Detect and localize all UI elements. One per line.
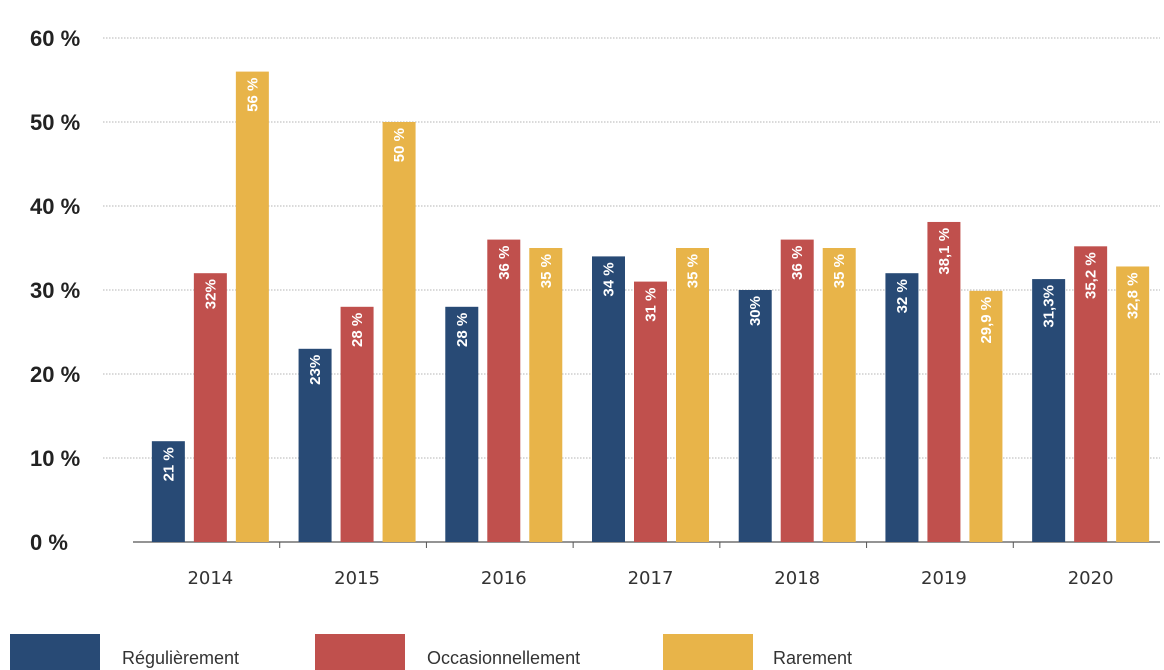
- data-label: 50 %: [391, 128, 408, 162]
- bar: [927, 221, 961, 542]
- bar: [1074, 246, 1108, 542]
- data-label: 56 %: [244, 78, 261, 112]
- data-label: 34 %: [601, 262, 618, 296]
- y-tick-label: 10 %: [30, 446, 80, 471]
- bar-chart: 0 % 10 % 20 % 30 % 40 % 50 % 60 % 2014 21 % 32% 56…: [30, 26, 1160, 589]
- bar: [298, 348, 332, 542]
- data-label: 36 %: [789, 246, 806, 280]
- bar: [885, 273, 919, 542]
- bar: [340, 306, 374, 542]
- legend-label-occasionnellement: Occasionnellement: [427, 648, 581, 668]
- y-tick-label: 30 %: [30, 278, 80, 303]
- y-tick-label: 40 %: [30, 194, 80, 219]
- legend-label-regulierement: Régulièrement: [122, 648, 240, 668]
- bar: [1032, 279, 1066, 542]
- x-tick-label: 2019: [921, 568, 967, 589]
- y-tick-label: 20 %: [30, 362, 80, 387]
- bar: [1116, 266, 1150, 542]
- bar: [382, 122, 416, 542]
- data-label: 32 %: [894, 279, 911, 313]
- bar: [592, 256, 625, 542]
- data-label: 28 %: [349, 313, 366, 347]
- bar: [235, 71, 269, 542]
- x-tick-label: 2017: [628, 568, 674, 589]
- y-tick-label: 60 %: [30, 26, 80, 51]
- x-tick-label: 2018: [774, 568, 820, 589]
- data-label: 29,9 %: [978, 297, 995, 344]
- bar: [676, 248, 709, 542]
- data-label: 35 %: [685, 254, 702, 288]
- x-tick-label: 2020: [1068, 568, 1114, 589]
- data-label: 32,8 %: [1125, 272, 1142, 319]
- bar: [822, 248, 856, 542]
- x-tick-label: 2015: [334, 568, 380, 589]
- bar: [193, 273, 227, 542]
- legend-label-rarement: Rarement: [773, 648, 853, 668]
- legend-swatch-rarement: [663, 634, 753, 670]
- bar: [151, 441, 185, 542]
- bar: [529, 248, 563, 542]
- bar: [969, 290, 1003, 542]
- data-label: 38,1 %: [936, 228, 953, 275]
- x-tick-label: 2016: [481, 568, 527, 589]
- y-tick-label: 0 %: [30, 530, 68, 555]
- data-label: 31,3%: [1041, 285, 1058, 328]
- data-label: 32%: [202, 279, 219, 309]
- bar: [780, 239, 814, 542]
- legend: Régulièrement Occasionnellement Rarement: [0, 632, 1164, 670]
- data-label: 35 %: [831, 254, 848, 288]
- data-label: 35,2 %: [1083, 252, 1100, 299]
- data-label: 23%: [307, 355, 324, 385]
- data-label: 35 %: [538, 254, 555, 288]
- legend-swatch-occasionnellement: [315, 634, 405, 670]
- legend-swatch-regulierement: [10, 634, 100, 670]
- data-label: 28 %: [454, 313, 471, 347]
- bar: [634, 281, 667, 542]
- bar: [487, 239, 521, 542]
- bar: [445, 306, 479, 542]
- bar: [738, 290, 772, 542]
- data-label: 31 %: [643, 288, 660, 322]
- data-label: 30%: [747, 296, 764, 326]
- x-tick-label: 2014: [187, 568, 233, 589]
- data-label: 21 %: [160, 447, 177, 481]
- y-tick-label: 50 %: [30, 110, 80, 135]
- data-label: 36 %: [496, 246, 513, 280]
